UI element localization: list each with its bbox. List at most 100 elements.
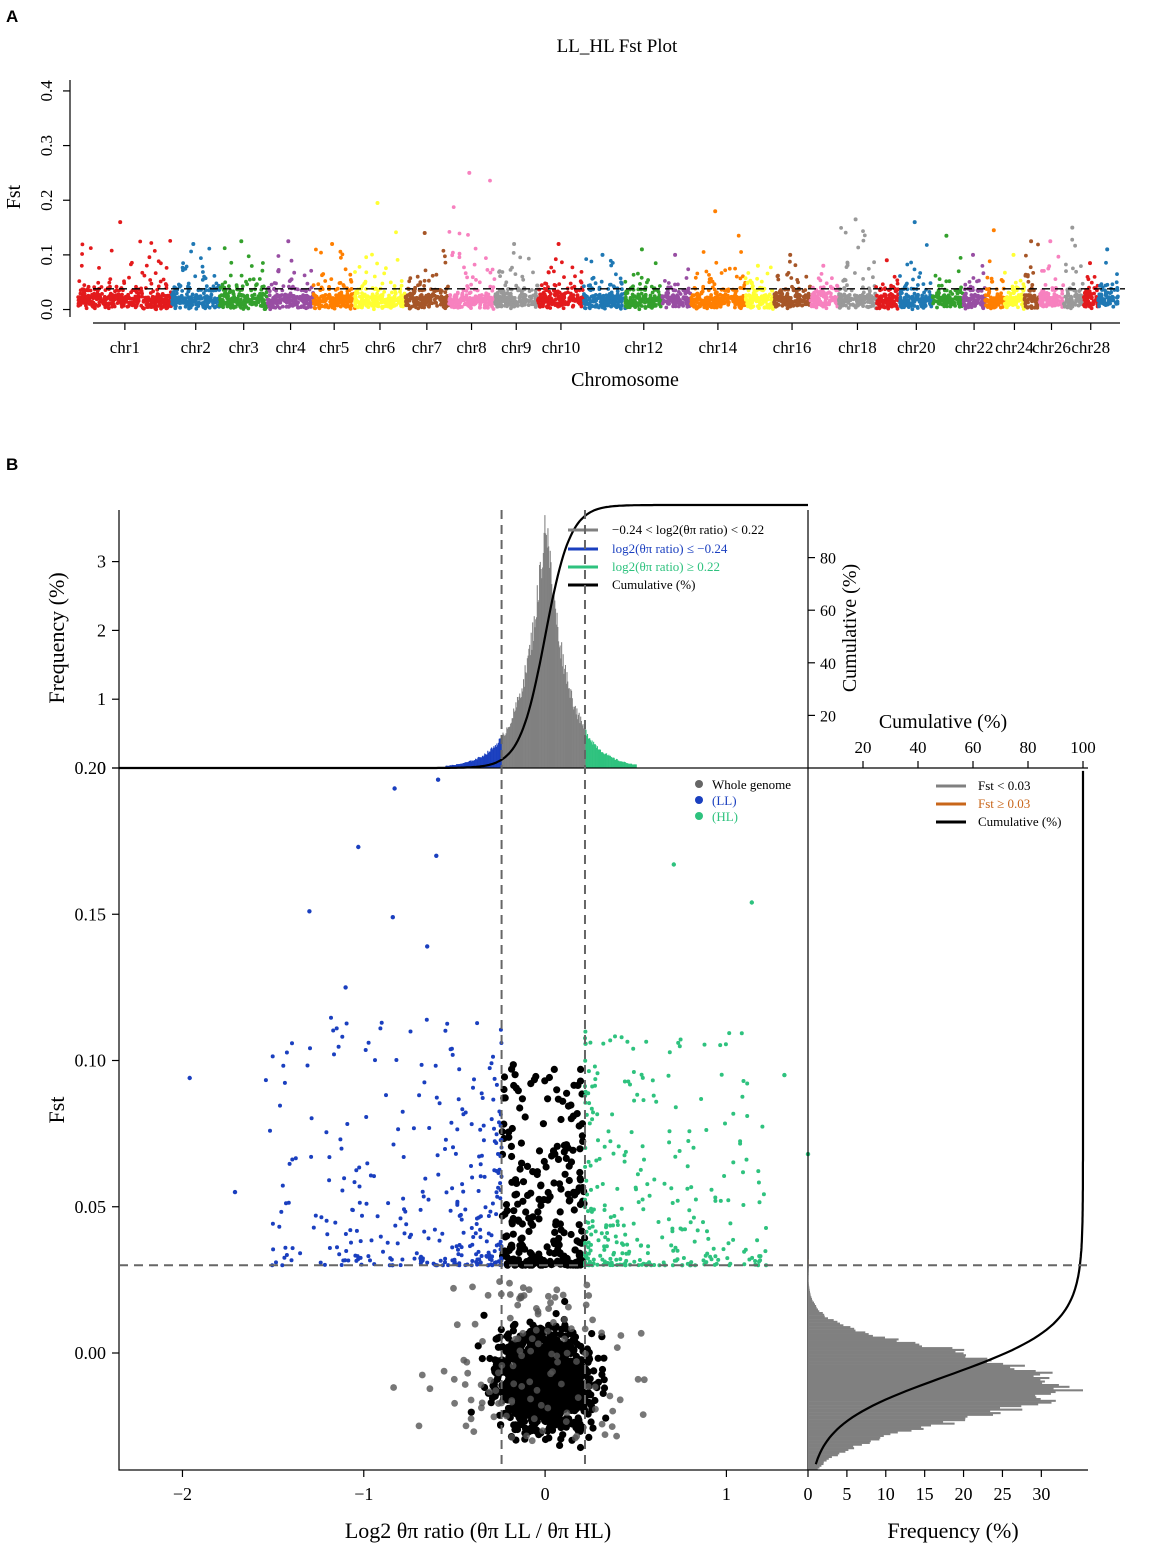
snp-point (733, 266, 737, 271)
snp-point (261, 261, 265, 265)
snp-point (87, 302, 92, 306)
snp-point (228, 303, 233, 307)
snp-point (1060, 296, 1064, 301)
snp-point (906, 302, 910, 307)
snp-point (195, 294, 200, 299)
snp-point (1115, 286, 1120, 290)
snp-point (953, 295, 958, 299)
snp-point (609, 304, 614, 309)
chromosome-chr11 (582, 252, 628, 311)
chromosome-chr18 (837, 217, 878, 311)
snp-point (382, 290, 387, 294)
snp-point (88, 246, 93, 251)
snp-point (304, 289, 308, 294)
chromosome-chr3 (217, 239, 270, 311)
snp-point (760, 301, 765, 306)
snp-point (1022, 293, 1027, 297)
snp-peak-point (755, 263, 760, 268)
snp-point (1070, 304, 1074, 309)
snp-point (519, 302, 523, 307)
snp-point (84, 306, 89, 311)
snp-point (1105, 295, 1110, 300)
snp-point (935, 295, 940, 300)
snp-point (88, 288, 93, 293)
snp-point (971, 276, 976, 280)
snp-point (353, 270, 357, 274)
snp-point (666, 300, 671, 305)
snp-point (714, 260, 719, 265)
snp-point (525, 298, 530, 303)
snp-point (372, 304, 376, 309)
snp-point (260, 268, 265, 273)
snp-point (468, 304, 472, 309)
snp-point (618, 276, 623, 281)
snp-point (160, 297, 165, 302)
snp-point (554, 297, 558, 302)
ytick-label: 1 (97, 689, 106, 709)
snp-point (223, 280, 228, 285)
snp-point (752, 291, 756, 296)
snp-point (280, 297, 285, 301)
snp-point (323, 299, 327, 304)
snp-point (273, 299, 278, 303)
snp-point (441, 301, 446, 305)
snp-point (1026, 279, 1031, 284)
snp-point (574, 289, 579, 294)
snp-point (681, 295, 686, 299)
snp-point (889, 304, 893, 308)
snp-point (512, 304, 517, 309)
snp-point (347, 288, 352, 293)
snp-point (407, 298, 412, 303)
snp-point (861, 277, 865, 281)
snp-point (663, 279, 667, 283)
snp-point (793, 263, 798, 268)
snp-point (398, 290, 402, 294)
snp-point (523, 293, 527, 297)
snp-point (552, 283, 557, 287)
snp-point (875, 306, 879, 311)
snp-point (1084, 300, 1089, 305)
snp-point (981, 271, 986, 276)
ytick-label: 0.2 (37, 190, 56, 211)
snp-point (969, 301, 973, 306)
snp-point (462, 302, 467, 307)
snp-point (593, 281, 598, 286)
top-histogram-right-ylabel: Cumulative (%) (839, 564, 861, 692)
snp-point (413, 287, 417, 291)
xtick-label-chr26: chr26 (1032, 338, 1071, 357)
xtick-label-chr18: chr18 (838, 338, 877, 357)
snp-point (364, 270, 369, 275)
snp-point (550, 298, 555, 303)
snp-point (190, 292, 195, 297)
snp-point (620, 292, 624, 297)
snp-point (348, 306, 353, 311)
snp-point (163, 298, 168, 303)
snp-point (178, 305, 183, 310)
snp-point (991, 297, 996, 302)
snp-point (695, 271, 700, 276)
snp-point (112, 304, 117, 309)
snp-point (388, 280, 393, 285)
snp-point (345, 303, 350, 308)
snp-point (544, 288, 549, 293)
snp-point (649, 302, 654, 307)
snp-point (442, 305, 447, 309)
snp-point (277, 294, 282, 299)
snp-point (77, 279, 82, 283)
snp-point (866, 266, 871, 271)
snp-point (816, 276, 821, 281)
snp-point (364, 255, 369, 260)
snp-point (256, 298, 261, 303)
snp-point (726, 302, 731, 307)
snp-point (463, 296, 467, 301)
snp-point (898, 274, 902, 278)
snp-point (413, 301, 418, 305)
snp-point (839, 226, 843, 230)
snp-point (302, 273, 307, 278)
snp-point (362, 301, 367, 306)
snp-point (403, 295, 408, 300)
snp-point (707, 302, 712, 307)
snp-point (1031, 271, 1036, 275)
snp-point (125, 304, 130, 309)
